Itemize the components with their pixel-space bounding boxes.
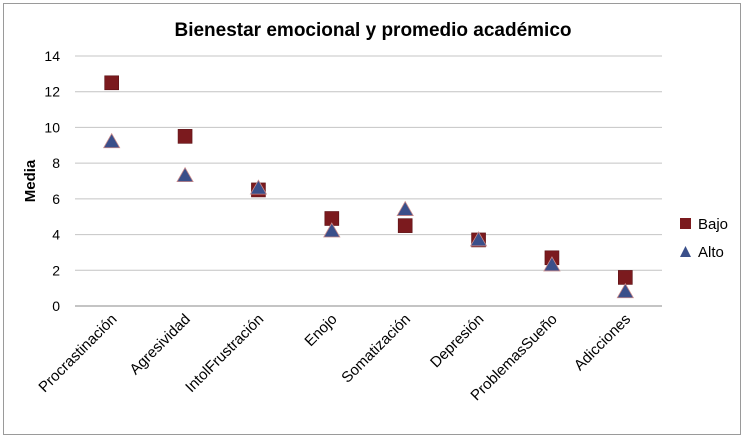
y-tick-label: 14 <box>44 48 60 64</box>
marker-alto <box>323 222 341 238</box>
marker-alto <box>102 132 121 149</box>
marker-alto <box>249 179 268 195</box>
x-category-label: IntolFrustración <box>182 311 267 396</box>
chart-title: Bienestar emocional y promedio académico <box>174 20 571 41</box>
x-category-label: Procrastinación <box>35 311 120 396</box>
gridlines <box>75 55 662 307</box>
legend: Bajo Alto <box>680 216 728 261</box>
x-category-labels: Procrastinación AgresividadIntolFrustraci… <box>35 311 634 404</box>
marker-alto <box>176 166 194 183</box>
marker-alto <box>396 200 414 216</box>
marker-bajo <box>177 129 193 144</box>
x-category-label: Depresión <box>427 311 487 371</box>
y-tick-label: 12 <box>44 84 60 100</box>
marker-alto <box>543 256 561 272</box>
marker-bajo <box>397 218 413 233</box>
chart-frame <box>3 3 741 435</box>
legend-marker-alto <box>680 246 691 257</box>
data-points <box>102 75 635 299</box>
legend-label-alto: Alto <box>698 244 724 261</box>
legend-label-bajo: Bajo <box>698 216 728 233</box>
y-tick-label: 4 <box>52 227 60 243</box>
y-tick-label: 0 <box>52 298 60 314</box>
y-tick-labels: 0 2 4 6 8 10 12 14 <box>44 48 60 314</box>
y-tick-label: 10 <box>44 119 60 135</box>
y-tick-label: 8 <box>52 155 60 171</box>
marker-bajo <box>618 270 633 285</box>
x-category-label: Adicciones <box>571 311 634 374</box>
y-tick-label: 2 <box>52 262 60 278</box>
marker-alto <box>469 231 488 247</box>
x-category-label: Agresividad <box>126 311 193 378</box>
x-category-label: Somatización <box>338 311 414 387</box>
y-axis-label: Media <box>22 159 39 202</box>
y-tick-label: 6 <box>52 191 60 207</box>
marker-bajo <box>104 75 119 91</box>
marker-alto <box>616 282 635 299</box>
x-category-label: Enojo <box>301 311 340 350</box>
legend-marker-bajo <box>680 218 691 229</box>
